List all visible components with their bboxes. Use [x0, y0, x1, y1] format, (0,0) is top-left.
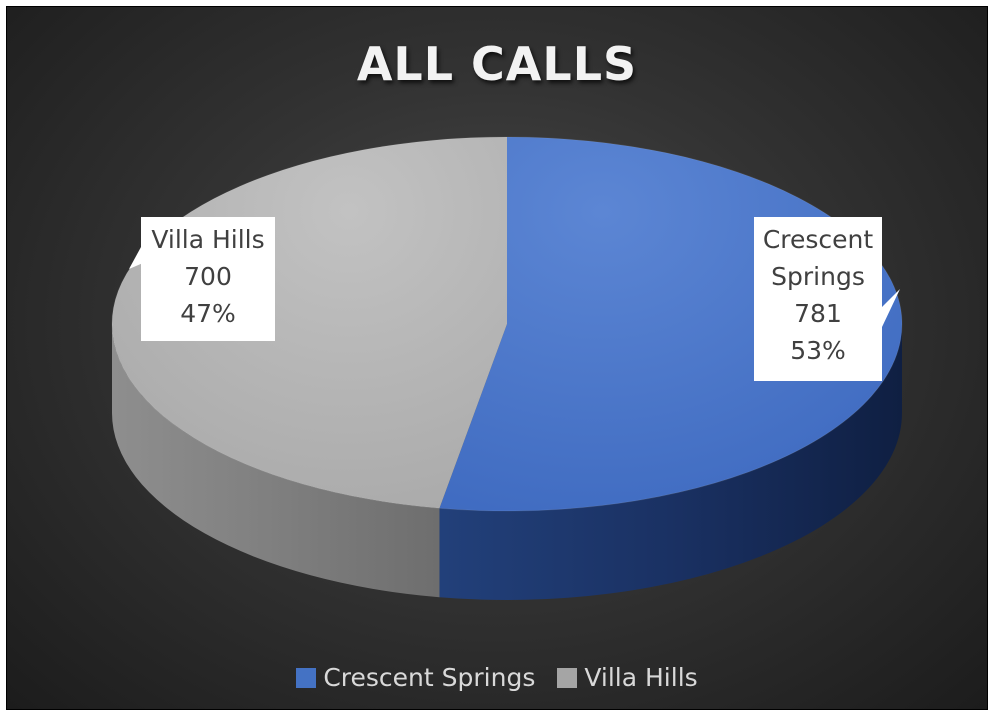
data-label-name-line-2: Springs [771, 262, 865, 291]
legend: Crescent Springs Villa Hills [7, 663, 987, 692]
data-label-name-line-1: Crescent [762, 225, 874, 254]
data-label-pointer-crescent-springs [882, 289, 900, 327]
data-label-percent: 53% [790, 336, 846, 365]
data-label-crescent-springs: Crescent Springs 781 53% [754, 217, 882, 381]
legend-swatch-villa-hills [557, 667, 578, 688]
pie-side-crescent-springs [439, 324, 902, 600]
legend-item-villa-hills: Villa Hills [557, 663, 698, 692]
pie-top-outline [111, 136, 903, 512]
chart-area: ALL CALLS Crescent S [6, 6, 988, 710]
pie-side-villa-hills [112, 324, 440, 598]
legend-item-crescent-springs: Crescent Springs [296, 663, 535, 692]
data-label-value: 700 [184, 262, 232, 291]
legend-label-crescent-springs: Crescent Springs [323, 663, 536, 692]
legend-swatch-crescent-springs [296, 667, 317, 688]
legend-label-villa-hills: Villa Hills [584, 663, 698, 692]
data-label-percent: 47% [180, 299, 236, 328]
chart-title: ALL CALLS [356, 37, 638, 91]
data-label-value: 781 [794, 299, 842, 328]
data-label-name-line-1: Villa Hills [151, 225, 265, 254]
data-label-villa-hills: Villa Hills 700 47% [141, 217, 275, 341]
